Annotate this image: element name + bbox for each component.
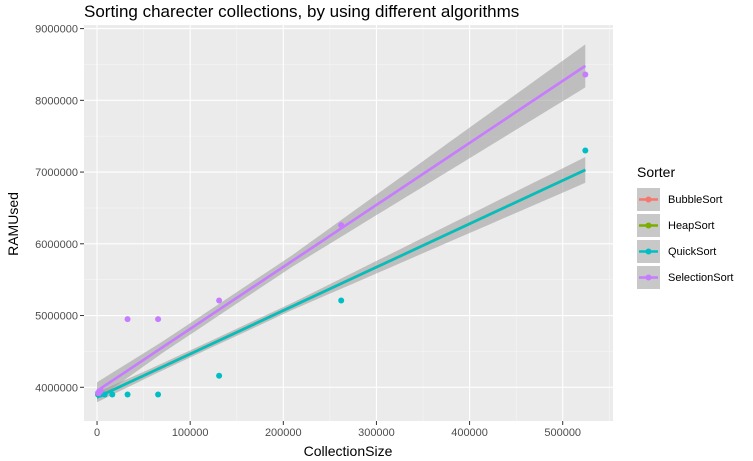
legend-label: SelectionSort (668, 272, 733, 284)
legend-key-bubblesort (637, 188, 660, 211)
data-points (94, 71, 589, 398)
point-selectionsort (582, 71, 589, 78)
point-selectionsort (124, 316, 131, 323)
legend-key-point (645, 222, 652, 229)
x-tick-label: 400000 (451, 427, 488, 439)
x-tick-label: 100000 (172, 427, 209, 439)
y-tick-label: 7000000 (35, 167, 78, 179)
x-axis: 0 100000 200000 300000 400000 500000 (94, 421, 581, 439)
regression-lines (96, 64, 587, 399)
point-quicksort (109, 391, 116, 398)
point-selectionsort (97, 387, 104, 394)
legend: Sorter BubbleSort HeapSort QuickSort Select… (637, 164, 733, 289)
point-quicksort (155, 391, 162, 398)
grid-major (84, 25, 613, 421)
x-tick-label: 0 (94, 427, 100, 439)
legend-key-point (645, 248, 652, 255)
legend-key-point (645, 196, 652, 203)
y-axis: 4000000 5000000 6000000 7000000 8000000 90000… (35, 24, 84, 394)
point-selectionsort (338, 222, 345, 229)
point-quicksort (582, 147, 589, 154)
x-axis-title: CollectionSize (304, 443, 393, 459)
regression-line-quicksort (96, 168, 586, 399)
y-tick-label: 8000000 (35, 95, 78, 107)
legend-label: BubbleSort (668, 194, 722, 206)
x-tick-label: 200000 (265, 427, 302, 439)
y-tick-label: 9000000 (35, 24, 78, 36)
point-quicksort (101, 391, 108, 398)
legend-label: HeapSort (668, 220, 714, 232)
y-tick-label: 5000000 (35, 311, 78, 323)
legend-key-heapsort (637, 214, 660, 237)
point-quicksort (216, 372, 223, 379)
legend-key-point (645, 274, 652, 281)
y-tick-label: 6000000 (35, 239, 78, 251)
legend-label: QuickSort (668, 246, 716, 258)
chart-title: Sorting charecter collections, by using … (84, 2, 519, 21)
x-tick-label: 500000 (544, 427, 581, 439)
grid-minor (84, 25, 613, 421)
y-axis-title: RAMUsed (5, 192, 21, 256)
legend-key-quicksort (637, 240, 660, 263)
regression-line-selectionsort (96, 64, 587, 392)
point-quicksort (124, 391, 131, 398)
point-quicksort (338, 297, 345, 304)
point-selectionsort (216, 297, 223, 304)
point-selectionsort (155, 316, 162, 323)
legend-key-selectionsort (637, 266, 660, 289)
legend-title: Sorter (637, 164, 675, 180)
x-tick-label: 300000 (358, 427, 395, 439)
y-tick-label: 4000000 (35, 382, 78, 394)
